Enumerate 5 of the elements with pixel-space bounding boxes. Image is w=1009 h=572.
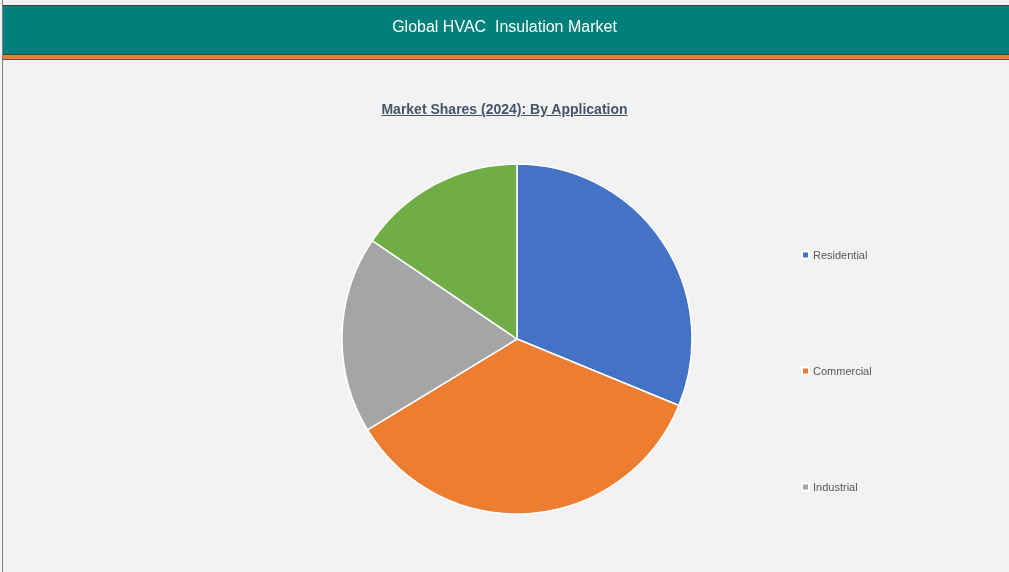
legend-label: Residential bbox=[813, 249, 868, 261]
chart-subtitle: Market Shares (2024): By Application bbox=[380, 100, 629, 118]
chart-title: Global HVAC Insulation Market bbox=[391, 17, 618, 37]
legend-label: Commercial bbox=[813, 365, 872, 377]
legend-label: Industrial bbox=[813, 481, 858, 493]
